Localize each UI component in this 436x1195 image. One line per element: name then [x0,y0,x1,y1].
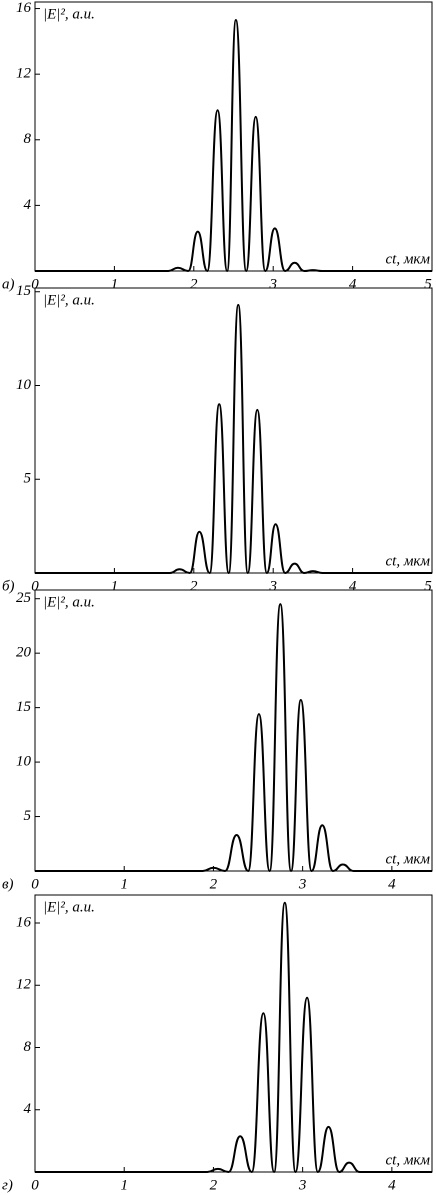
y-tick-label: 4 [24,197,32,213]
x-axis-label: ct, мкм [386,251,431,267]
curve [34,19,432,273]
x-tick-label: 1 [111,578,119,594]
y-tick-label: 8 [24,1039,32,1055]
y-tick-label: 12 [16,66,32,82]
y-tick-label: 20 [16,645,32,661]
x-tick-label: 2 [190,578,198,594]
x-tick-label: 2 [210,1177,218,1193]
y-tick-label: 10 [16,754,32,770]
plot-frame [34,894,433,1173]
x-tick-label: 1 [111,276,119,292]
y-tick-label: 12 [16,977,32,993]
x-axis-label: ct, мкм [386,553,431,569]
x-tick-label: 0 [31,276,39,292]
x-tick-label: 4 [388,876,396,892]
x-tick-label: 0 [31,1177,39,1193]
x-tick-label: 4 [388,1177,396,1193]
panel-label: а) [2,276,15,292]
panel-label: б) [2,578,15,594]
curve [34,603,433,873]
x-axis-label: ct, мкм [386,851,431,867]
x-tick-label: 5 [424,578,432,594]
y-axis-label: |E|², a.u. [43,594,95,610]
x-axis-label: ct, мкм [386,1152,431,1168]
plot-frame [34,287,433,574]
x-tick-label: 1 [120,876,128,892]
x-tick-label: 3 [298,876,307,892]
x-tick-label: 3 [268,578,277,594]
panel-label: г) [2,1177,13,1193]
x-tick-label: 2 [190,276,198,292]
y-tick-label: 15 [16,283,32,299]
x-tick-label: 5 [424,276,432,292]
y-axis-label: |E|², a.u. [43,6,95,22]
plot-frame [34,589,433,872]
plot-frame [34,1,433,272]
x-tick-label: 4 [349,276,357,292]
x-tick-label: 2 [210,876,218,892]
y-tick-label: 5 [24,808,32,824]
y-tick-label: 10 [16,377,32,393]
y-tick-label: 8 [24,131,32,147]
x-tick-label: 1 [120,1177,128,1193]
y-axis-label: |E|², a.u. [43,899,95,915]
x-tick-label: 4 [349,578,357,594]
y-tick-label: 5 [24,471,32,487]
x-tick-label: 3 [298,1177,307,1193]
y-tick-label: 25 [16,590,32,606]
y-tick-label: 16 [16,0,32,16]
y-axis-label: |E|², a.u. [43,292,95,308]
y-tick-label: 4 [24,1101,32,1117]
x-tick-label: 0 [31,578,39,594]
y-tick-label: 16 [16,914,32,930]
panel-label: в) [2,876,14,892]
curve [34,303,432,575]
curve [34,901,432,1174]
x-tick-label: 3 [268,276,277,292]
y-tick-label: 15 [16,699,32,715]
x-tick-label: 0 [31,876,39,892]
